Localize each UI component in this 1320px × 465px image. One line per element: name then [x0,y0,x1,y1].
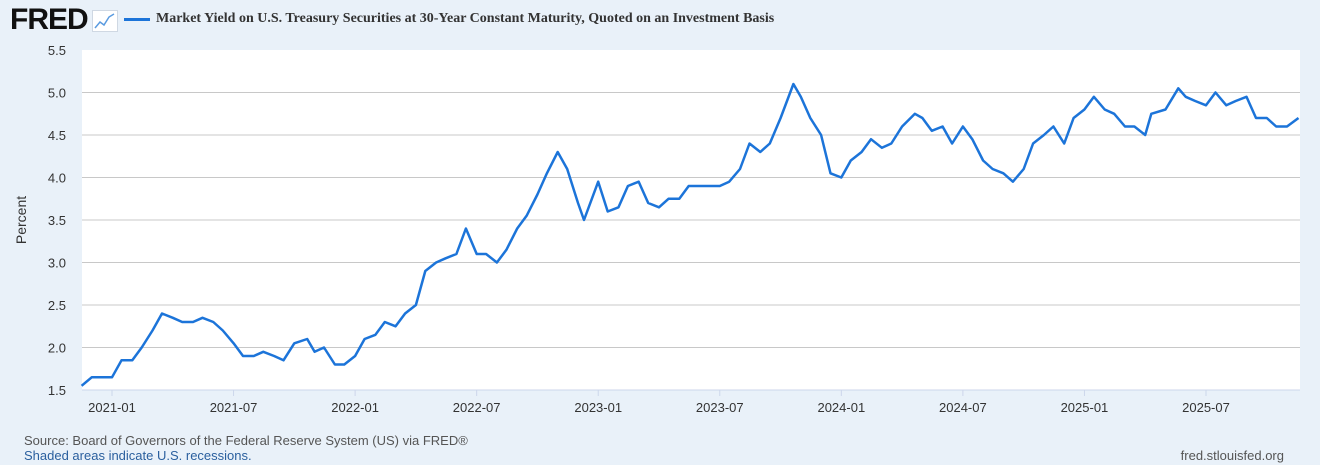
chart: 1.5 2.0 2.5 3.0 3.5 4.0 4.5 5.0 5.5 2021-01 2021-… [13,43,1300,415]
x-tick-label: 2022-01 [331,400,379,415]
y-axis-label: Percent [13,196,29,244]
y-tick-label: 1.5 [48,383,66,398]
chart-line-icon [92,10,118,32]
x-tick-label: 2025-07 [1182,400,1230,415]
x-tick-label: 2023-07 [696,400,744,415]
series-line [80,82,1300,387]
x-tick-label: 2023-01 [574,400,622,415]
y-tick-label: 2.5 [48,298,66,313]
x-tick-label: 2021-01 [88,400,136,415]
site-link[interactable]: fred.stlouisfed.org [1180,448,1284,463]
y-tick-label: 3.0 [48,256,66,271]
y-tick-label: 4.5 [48,128,66,143]
y-tick-label: 5.5 [48,43,66,58]
x-tick-label: 2024-01 [817,400,865,415]
legend: Market Yield on U.S. Treasury Securities… [124,11,774,27]
x-tick-label: 2021-07 [210,400,258,415]
y-tick-label: 5.0 [48,86,66,101]
source-note: Source: Board of Governors of the Federa… [24,433,468,448]
legend-swatch [124,17,150,21]
recession-note[interactable]: Shaded areas indicate U.S. recessions. [24,448,252,463]
y-tick-label: 4.0 [48,171,66,186]
x-tick-label: 2025-01 [1061,400,1109,415]
legend-label: Market Yield on U.S. Treasury Securities… [156,11,775,26]
fred-logo[interactable]: FRED [10,3,89,36]
x-tick-label: 2022-07 [453,400,501,415]
y-tick-label: 3.5 [48,213,66,228]
y-tick-label: 2.0 [48,341,66,356]
x-tick-label: 2024-07 [939,400,987,415]
